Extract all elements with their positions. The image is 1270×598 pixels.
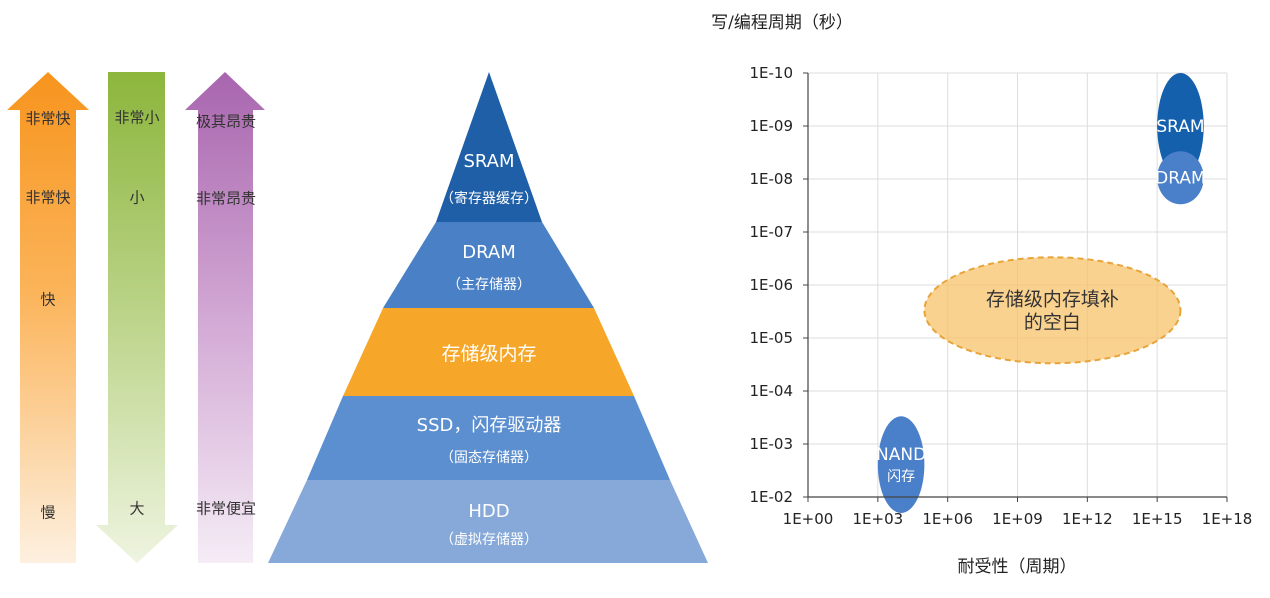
pyramid-layer-ssd: [307, 396, 670, 480]
sram-subtitle: （寄存器缓存）: [440, 190, 538, 207]
y-tick-label: 1E-05: [749, 329, 793, 347]
cost-label-extremely-expensive: 极其昂贵: [195, 112, 257, 131]
region-label-nand: NAND: [876, 445, 926, 465]
region-gap: [923, 256, 1182, 365]
chart-title: 写/编程周期（秒）: [711, 13, 853, 33]
region-label-sram: SRAM: [1156, 117, 1204, 137]
memory-pyramid: SRAM （寄存器缓存） DRAM （主存储器） 存储级内存 SSD，闪存驱动器…: [268, 72, 708, 563]
y-tick-label: 1E-10: [749, 64, 793, 82]
cost-arrow: [185, 72, 265, 563]
x-tick-label: 1E+09: [992, 510, 1043, 528]
x-tick-label: 1E+00: [783, 510, 834, 528]
size-label-small: 小: [129, 188, 145, 207]
hdd-subtitle: （虚拟存储器）: [440, 532, 538, 548]
speed-arrow: [7, 72, 89, 563]
x-tick-label: 1E+12: [1062, 510, 1113, 528]
size-arrow: [96, 72, 178, 563]
cost-label-very-expensive: 非常昂贵: [195, 189, 257, 208]
y-tick-label: 1E-09: [749, 117, 793, 135]
y-tick-label: 1E-04: [749, 382, 793, 400]
region-sram: [1157, 73, 1204, 179]
ssd-title: SSD，闪存驱动器: [417, 415, 562, 436]
ssd-subtitle: （固态存储器）: [440, 450, 538, 466]
region-nand: [877, 416, 925, 513]
x-tick-label: 1E+15: [1132, 510, 1183, 528]
x-tick-label: 1E+03: [852, 510, 903, 528]
speed-label-very-fast-1: 非常快: [25, 109, 71, 128]
sram-title: SRAM: [463, 151, 514, 172]
pyramid-layer-hdd: [268, 480, 708, 563]
speed-label-very-fast-2: 非常快: [25, 188, 71, 207]
size-label-very-small: 非常小: [114, 108, 160, 127]
scm-title: 存储级内存: [441, 343, 536, 365]
y-tick-label: 1E-08: [749, 170, 793, 188]
x-tick-label: 1E+18: [1202, 510, 1253, 528]
pyramid-layer-scm: [343, 308, 634, 396]
speed-label-slow: 慢: [40, 503, 56, 522]
speed-label-fast: 快: [40, 290, 56, 309]
y-tick-label: 1E-03: [749, 435, 793, 453]
chart-xlabel: 耐受性（周期）: [958, 557, 1077, 577]
size-label-large: 大: [129, 499, 145, 518]
arrows-graphic: [7, 72, 265, 563]
region-label-dram: DRAM: [1155, 169, 1206, 189]
chart-ticks: 1E+00 1E+03 1E+06 1E+09 1E+12 1E+15 1E+18 1E-10…: [749, 64, 1252, 528]
y-tick-label: 1E-06: [749, 276, 793, 294]
dram-title: DRAM: [462, 242, 515, 263]
y-tick-label: 1E-07: [749, 223, 793, 241]
pyramid-layer-dram: [383, 222, 594, 308]
region-label-nand: 闪存: [887, 469, 915, 485]
x-tick-label: 1E+06: [922, 510, 973, 528]
region-label-gap: 的空白: [1024, 311, 1081, 333]
cost-label-very-cheap: 非常便宜: [195, 499, 257, 518]
hdd-title: HDD: [468, 501, 509, 522]
y-tick-label: 1E-02: [749, 488, 793, 506]
region-label-gap: 存储级内存填补: [986, 288, 1119, 310]
dram-subtitle: （主存储器）: [447, 277, 531, 293]
region-dram: [1157, 151, 1204, 205]
pyramid-layer-sram: [436, 72, 542, 222]
